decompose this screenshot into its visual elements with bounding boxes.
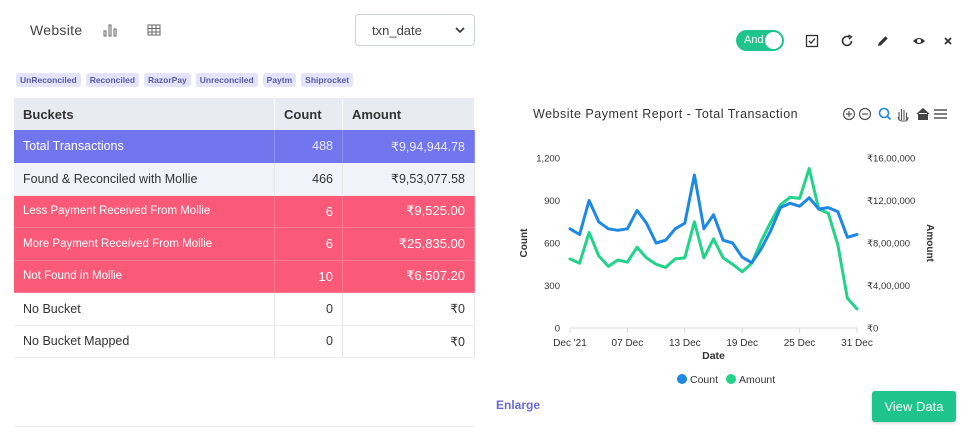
magnifier-icon[interactable]: [878, 107, 892, 121]
y2-tick-label: ₹0: [867, 324, 878, 335]
legend-item-amount[interactable]: Amount: [726, 374, 775, 386]
bar-chart-icon[interactable]: [102, 22, 118, 38]
refresh-icon[interactable]: [840, 34, 854, 48]
y-tick-label: 1,200: [536, 154, 560, 165]
toggle-knob: [765, 32, 782, 49]
x-tick-label: 07 Dec: [612, 338, 644, 349]
bucket-label: Less Payment Received From Mollie: [14, 195, 275, 228]
tag-razorpay[interactable]: RazorPay: [144, 73, 191, 87]
x-tick-label: Dec '21: [553, 338, 587, 349]
bucket-count: 466: [274, 162, 343, 196]
chart-toolbar: [842, 107, 947, 122]
tag-unreconciled[interactable]: UnReconciled: [16, 73, 81, 87]
close-icon[interactable]: [941, 34, 955, 48]
date-field-select[interactable]: txn_date: [355, 14, 475, 46]
legend-label-count: Count: [690, 374, 718, 386]
buckets-table: Buckets Count Amount Total Transactions …: [14, 98, 475, 358]
table-row[interactable]: Less Payment Received From Mollie 6 ₹9,5…: [14, 195, 475, 228]
series-line-count[interactable]: [568, 173, 859, 265]
table-row[interactable]: No Bucket 0 ₹0: [14, 292, 475, 326]
bucket-count: 0: [274, 292, 343, 326]
y-tick-label: 900: [544, 196, 560, 207]
table-empty-row: [14, 426, 475, 437]
y-axis-title: Count: [519, 228, 530, 258]
tag-unreconciled-2[interactable]: Unreconciled: [195, 73, 258, 87]
bucket-label: Found & Reconciled with Mollie: [14, 162, 275, 196]
x-axis-title: Date: [702, 350, 725, 362]
menu-icon[interactable]: [934, 109, 947, 119]
legend-label-amount: Amount: [739, 374, 775, 386]
bucket-amount: ₹0: [342, 292, 475, 326]
view-data-button[interactable]: View Data: [872, 391, 956, 422]
chart-legend: Count Amount: [677, 374, 775, 386]
tag-shiprocket[interactable]: Shiprocket: [301, 73, 354, 87]
bucket-label: No Bucket: [14, 292, 275, 326]
filter-tags: UnReconciled Reconciled RazorPay Unrecon…: [16, 73, 354, 87]
eye-icon[interactable]: [912, 34, 926, 48]
tag-paytm[interactable]: Paytm: [262, 73, 297, 87]
table-row[interactable]: More Payment Received From Mollie 6 ₹25,…: [14, 227, 475, 261]
y-tick-label: 600: [544, 239, 560, 250]
legend-item-count[interactable]: Count: [677, 374, 718, 386]
pan-hand-icon[interactable]: [897, 109, 909, 122]
bucket-amount: ₹0: [342, 325, 475, 358]
bucket-count: 0: [274, 325, 343, 358]
y2-tick-label: ₹12,00,000: [867, 196, 915, 207]
header-buckets: Buckets: [14, 98, 275, 130]
bucket-amount: ₹9,94,944.78: [342, 130, 475, 163]
zoom-out-icon[interactable]: [858, 107, 872, 121]
and-toggle-label: And: [744, 34, 764, 46]
bucket-amount: ₹9,525.00: [342, 195, 475, 228]
page-title: Website: [30, 22, 83, 38]
bucket-count: 6: [274, 195, 343, 228]
edit-pencil-icon[interactable]: [876, 34, 890, 48]
checkbox-icon[interactable]: [805, 34, 819, 48]
y-tick-label: 300: [544, 281, 560, 292]
table-header-row: Buckets Count Amount: [14, 98, 475, 130]
y2-axis-title: Amount: [924, 224, 935, 262]
bucket-amount: ₹25,835.00: [342, 227, 475, 261]
table-row[interactable]: Found & Reconciled with Mollie 466 ₹9,53…: [14, 162, 475, 196]
chart-title: Website Payment Report - Total Transacti…: [533, 107, 798, 121]
y2-tick-label: ₹4,00,000: [867, 281, 910, 292]
bucket-label: More Payment Received From Mollie: [14, 227, 275, 261]
bucket-label: Total Transactions: [14, 130, 275, 163]
header-count: Count: [274, 98, 343, 130]
zoom-in-icon[interactable]: [842, 107, 856, 121]
table-row[interactable]: Total Transactions 488 ₹9,94,944.78: [14, 130, 475, 163]
bucket-count: 10: [274, 260, 343, 293]
tag-reconciled[interactable]: Reconciled: [85, 73, 140, 87]
bucket-amount: ₹6,507.20: [342, 260, 475, 293]
date-field-select-value: txn_date: [372, 22, 422, 38]
table-row[interactable]: No Bucket Mapped 0 ₹0: [14, 325, 475, 358]
bucket-label: Not Found in Mollie: [14, 260, 275, 293]
x-tick-label: 19 Dec: [726, 338, 758, 349]
y2-tick-label: ₹16,00,000: [867, 154, 915, 165]
and-toggle[interactable]: And: [736, 30, 784, 51]
x-tick-label: 13 Dec: [669, 338, 701, 349]
series-line-amount[interactable]: [568, 167, 859, 311]
y2-tick-label: ₹8,00,000: [867, 239, 910, 250]
payment-report-chart: Website Payment Report - Total Transacti…: [519, 107, 947, 386]
table-icon[interactable]: [146, 22, 162, 38]
chevron-down-icon: [455, 27, 465, 34]
x-tick-label: 25 Dec: [784, 338, 816, 349]
y-tick-label: 0: [555, 324, 560, 335]
table-row[interactable]: Not Found in Mollie 10 ₹6,507.20: [14, 260, 475, 293]
bucket-count: 488: [274, 130, 343, 163]
enlarge-link[interactable]: Enlarge: [496, 398, 541, 412]
header-amount: Amount: [342, 98, 475, 130]
bucket-count: 6: [274, 227, 343, 261]
x-tick-label: 31 Dec: [841, 338, 873, 349]
home-icon[interactable]: [916, 107, 930, 120]
bucket-label: No Bucket Mapped: [14, 325, 275, 358]
bucket-amount: ₹9,53,077.58: [342, 162, 475, 196]
